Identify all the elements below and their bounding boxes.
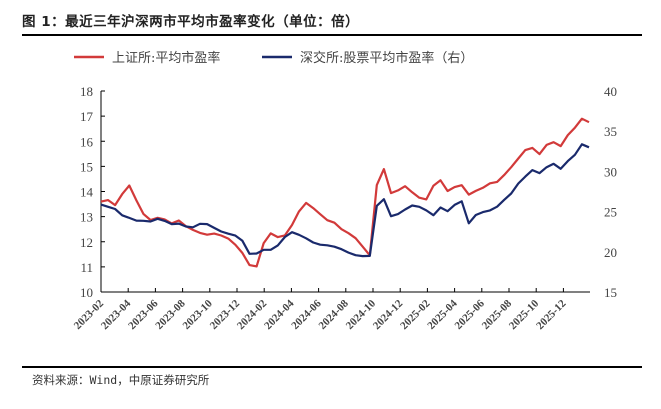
y-tick-label-left: 10	[80, 285, 93, 300]
y-tick-label-right: 35	[604, 124, 617, 139]
y-tick-label-left: 17	[80, 109, 94, 124]
y-tick-label-left: 18	[80, 84, 93, 99]
source-note: 资料来源：Wind，中原证券研究所	[32, 373, 210, 387]
y-tick-label-left: 15	[80, 159, 93, 174]
chart-title: 图 1：最近三年沪深两市平均市盈率变化（单位：倍）	[22, 14, 360, 30]
y-tick-label-right: 15	[604, 285, 617, 300]
legend-label-sz: 深交所:股票平均市盈率（右）	[300, 50, 473, 66]
axes: 1011121314151617181520253035402023-02202…	[72, 84, 617, 332]
legend: 上证所:平均市盈率 深交所:股票平均市盈率（右）	[74, 50, 473, 66]
y-tick-label-left: 14	[80, 185, 94, 200]
y-tick-label-right: 30	[604, 164, 617, 179]
y-tick-label-right: 40	[604, 84, 617, 99]
y-tick-label-right: 20	[604, 245, 617, 260]
y-tick-label-left: 11	[80, 260, 93, 275]
footer-rule	[22, 366, 642, 368]
y-tick-label-right: 25	[604, 205, 617, 220]
series-line-sh	[100, 117, 590, 268]
series-line-sz	[100, 143, 590, 258]
series-lines	[100, 117, 590, 268]
x-tick-label: 2025-12	[534, 297, 569, 332]
y-tick-label-left: 13	[80, 210, 93, 225]
y-tick-label-left: 16	[80, 134, 94, 149]
y-tick-label-left: 12	[80, 235, 93, 250]
legend-label-sh: 上证所:平均市盈率	[112, 50, 220, 66]
title-rule	[22, 34, 642, 36]
